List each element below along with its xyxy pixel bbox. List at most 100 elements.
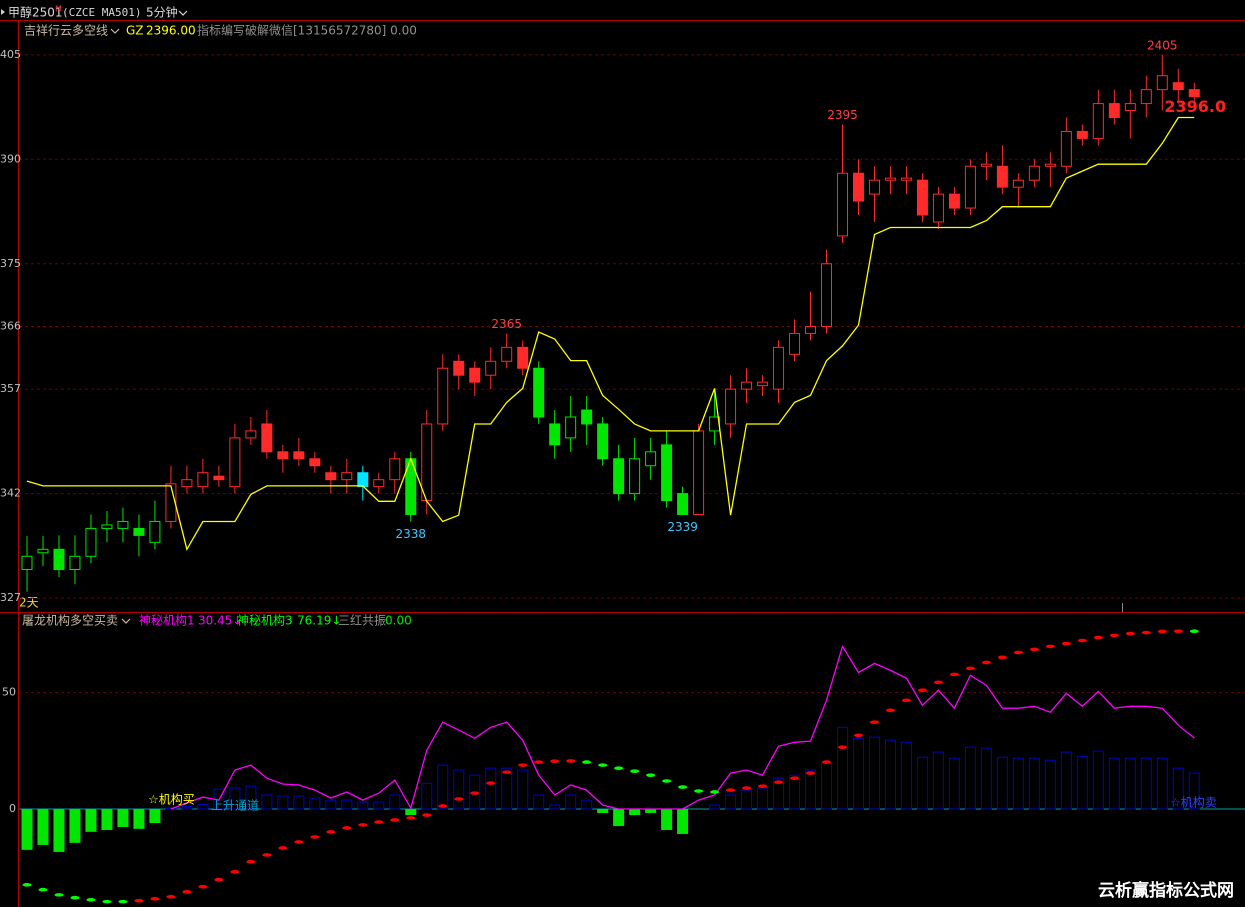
legend-name: 神秘机构1 [139,613,195,628]
dot [1029,647,1039,652]
legend-name: GZ [126,24,144,38]
candle-body [373,479,385,488]
bar [117,809,129,827]
candle-body [868,179,880,195]
dot [885,708,895,713]
candle-body [341,472,353,481]
y-tick-label: 357 [0,382,21,395]
bar [37,809,49,845]
candle-body [1172,82,1184,91]
bar [677,809,689,834]
dot [774,780,784,784]
high-label: 2405 [1147,38,1178,52]
bar [996,756,1008,810]
annotation: ☆机构卖 [1170,795,1217,810]
bar [533,794,545,810]
gz-line [26,116,1195,552]
bar [948,757,960,810]
dot [678,785,688,789]
bar [357,801,369,810]
candle-body [1044,163,1056,167]
y-tick-label: 0 [9,802,16,815]
bar [1188,772,1200,810]
bar [21,809,33,850]
legend-name: 三红共振 [338,613,386,628]
bar [805,769,817,810]
bar [325,799,337,810]
legend-name: 神秘机构3 [237,613,293,628]
bar [389,794,401,810]
symbol-marker: M [55,5,62,14]
candle-body [1188,89,1200,98]
bar [1172,767,1184,810]
dot [534,760,544,764]
dot [358,823,368,827]
candle-body [948,193,960,209]
dot [726,788,736,792]
symbol: 甲醇2501 [8,5,63,20]
bar [789,774,801,810]
candle-body [533,367,545,418]
candle-body [741,381,753,390]
bar [309,797,321,810]
bar [149,809,161,823]
dot [438,804,448,808]
indicator-dropdown[interactable] [121,618,131,624]
bar [565,794,577,810]
candle-body [677,493,689,515]
bar [517,769,529,810]
dot [1061,641,1071,646]
candle-body [1092,103,1104,139]
symbol-code: (CZCE MA501) [62,6,141,19]
bar [469,774,481,810]
bar [1124,757,1136,810]
dot [294,840,304,844]
bar [709,804,721,810]
candle-body [1028,165,1040,181]
candle-body [884,177,896,181]
bar [645,809,657,813]
candle-body [293,451,305,460]
candle-body [389,458,401,481]
dot [710,790,720,794]
candle-body [773,346,785,390]
dot [166,894,176,899]
dot [326,830,336,834]
dot [949,672,959,677]
dot [790,776,800,780]
dot [262,853,272,857]
dot [630,769,640,773]
dot [1109,633,1119,638]
dot [422,813,432,817]
line [170,644,1195,810]
dot [150,897,160,901]
dot [646,773,656,777]
bar [836,726,848,810]
indicator-note: 指标编写破解微信[13156572780] 0.00 [197,23,417,38]
candle-body [277,451,289,460]
bar [133,809,145,829]
dot [758,784,768,788]
candle-body [932,193,944,223]
candle-body [133,527,145,536]
dot [614,766,624,770]
candle-body [165,483,177,522]
bar [293,795,305,810]
bar [405,809,417,816]
legend-value: 0.00 [385,614,412,628]
period-dropdown[interactable] [178,10,188,16]
bar [437,764,449,810]
candle-body [980,163,992,167]
bar [101,809,113,830]
dot [582,760,592,764]
bar [1156,757,1168,810]
candle-body [261,423,273,453]
dot [214,877,224,882]
candle-body [821,263,832,327]
bar [741,789,753,810]
indicator-dropdown[interactable] [110,28,120,34]
candle-body [693,430,705,515]
candle-body [309,458,321,467]
dot [486,781,496,785]
